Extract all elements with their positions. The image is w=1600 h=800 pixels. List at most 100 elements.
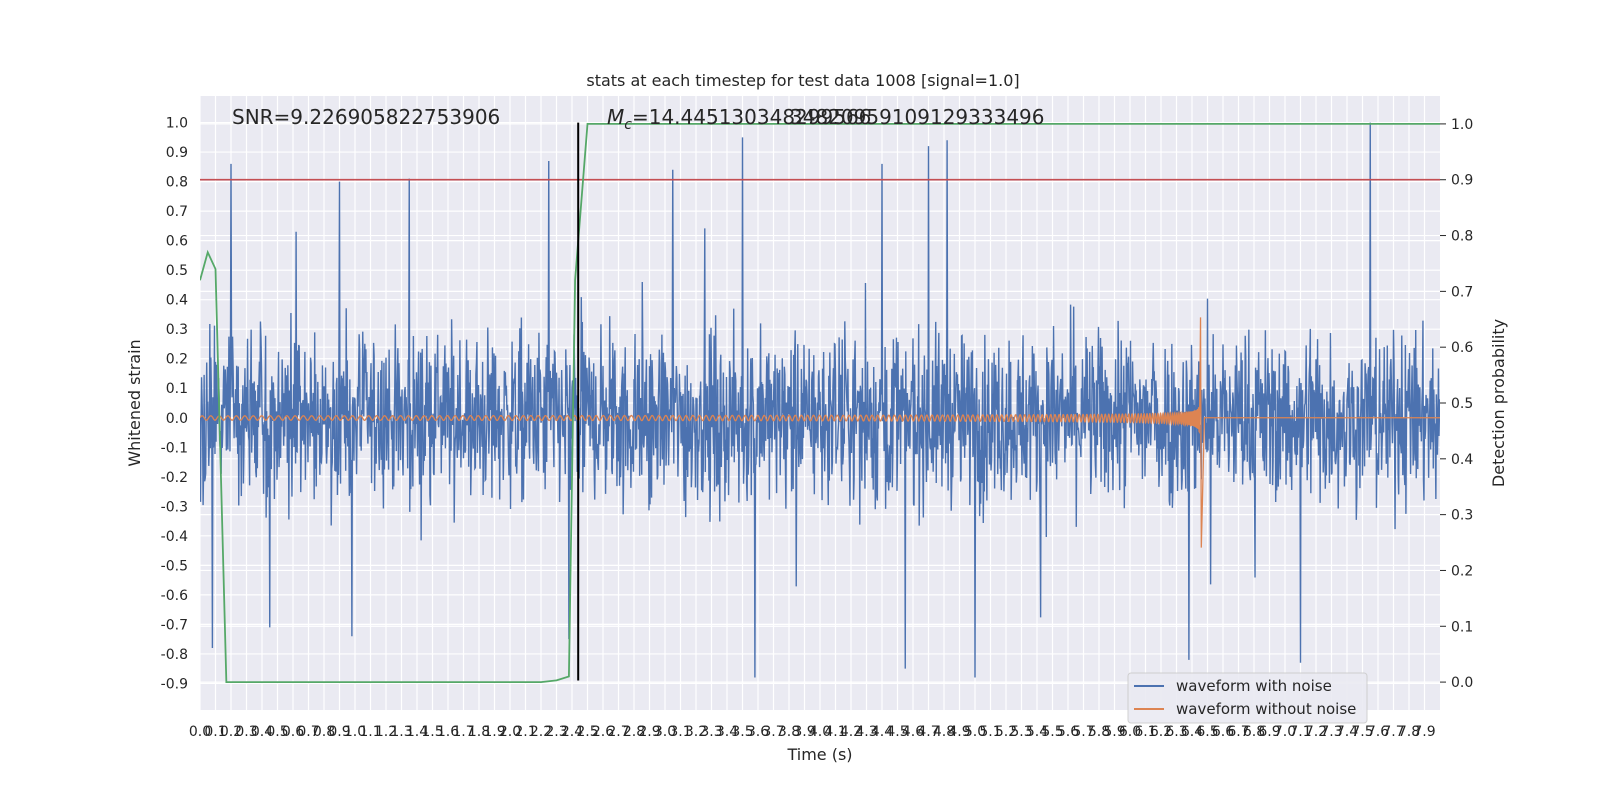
- x-tick-label: 1.7: [452, 724, 474, 740]
- x-tick-label: 7.5: [1351, 724, 1373, 740]
- y-right-tick-label: 0.7: [1451, 284, 1473, 300]
- y-right-axis-ticks: 1.0 0.9 0.8 0.7 0.6 0.5 0.4 0.3 0.2 0.1 0.0: [1440, 117, 1473, 691]
- x-tick-label: 3.2: [685, 724, 707, 740]
- x-tick-label: 6.8: [1243, 724, 1265, 740]
- x-tick-label: 6.1: [1134, 724, 1156, 740]
- x-tick-label: 3.0: [654, 724, 676, 740]
- x-tick-label: 3.3: [700, 724, 722, 740]
- legend-box: [1127, 672, 1368, 724]
- x-tick-label: 2.1: [514, 724, 536, 740]
- x-tick-label: 0.7: [297, 724, 319, 740]
- x-tick-label: 7.7: [1382, 724, 1404, 740]
- x-tick-label: 7.6: [1367, 724, 1389, 740]
- y-left-tick-label: 0.8: [166, 175, 188, 191]
- y-left-tick-label: 0.3: [166, 322, 188, 338]
- x-tick-label: 1.1: [359, 724, 381, 740]
- series-detection-probability: [200, 123, 1440, 683]
- x-tick-label: 5.3: [1010, 724, 1032, 740]
- legend-label-noise: waveform with noise: [1176, 677, 1332, 695]
- x-tick-label: 4.2: [840, 724, 862, 740]
- x-tick-label: 4.9: [948, 724, 970, 740]
- x-tick-label: 7.9: [1413, 724, 1435, 740]
- x-tick-label: 1.8: [468, 724, 490, 740]
- y-left-tick-label: -0.6: [161, 588, 188, 604]
- annotation-overlap-value: 34820959109129333496: [790, 105, 1045, 129]
- x-tick-label: 5.6: [1057, 724, 1079, 740]
- y-right-tick-label: 0.6: [1451, 340, 1473, 356]
- chirp-mass-subscript: c: [624, 117, 632, 133]
- x-tick-label: 6.3: [1165, 724, 1187, 740]
- legend-label-clean: waveform without noise: [1176, 700, 1356, 718]
- x-tick-label: 3.4: [716, 724, 738, 740]
- x-tick-label: 6.0: [1119, 724, 1141, 740]
- series-waveform-with-noise: [200, 122, 1440, 678]
- x-tick-label: 5.4: [1026, 724, 1048, 740]
- chirp-mass-symbol: M: [607, 105, 624, 129]
- y-left-tick-label: -0.7: [161, 617, 188, 633]
- x-tick-label: 5.0: [964, 724, 986, 740]
- y-left-axis-ticks: 1.0 0.9 0.8 0.7 0.6 0.5 0.4 0.3 0.2 0.1 0.0 -0.1 -0.…: [161, 116, 188, 693]
- series-waveform-without-noise: [200, 317, 1440, 548]
- x-tick-label: 5.7: [1072, 724, 1094, 740]
- x-tick-label: 6.6: [1212, 724, 1234, 740]
- x-tick-label: 0.9: [328, 724, 350, 740]
- x-tick-label: 1.4: [406, 724, 428, 740]
- y-left-tick-label: 0.1: [166, 381, 188, 397]
- x-tick-label: 0.6: [282, 724, 304, 740]
- y-right-tick-label: 0.3: [1451, 508, 1473, 524]
- x-tick-label: 2.6: [592, 724, 614, 740]
- x-tick-label: 4.5: [886, 724, 908, 740]
- x-tick-label: 0.4: [251, 724, 273, 740]
- annotation-chirp-mass: Mc=14.445130348299566: [607, 105, 871, 133]
- y-left-tick-label: 0.7: [166, 204, 188, 220]
- y-right-axis-label: Detection probability: [1489, 319, 1508, 487]
- y-left-tick-label: 1.0: [166, 116, 188, 132]
- x-tick-label: 4.0: [809, 724, 831, 740]
- y-left-tick-label: -0.4: [161, 529, 188, 545]
- y-left-axis-label: Whitened strain: [125, 339, 144, 466]
- x-tick-label: 3.1: [669, 724, 691, 740]
- y-left-tick-label: 0.4: [166, 293, 188, 309]
- x-tick-label: 4.7: [917, 724, 939, 740]
- y-left-tick-label: -0.3: [161, 499, 188, 515]
- y-left-tick-label: 0.0: [166, 411, 188, 427]
- x-tick-label: 3.7: [762, 724, 784, 740]
- x-tick-label: 4.4: [871, 724, 893, 740]
- x-tick-label: 1.5: [421, 724, 443, 740]
- x-tick-label: 6.2: [1150, 724, 1172, 740]
- y-right-tick-label: 0.9: [1451, 173, 1473, 189]
- x-tick-label: 6.9: [1258, 724, 1280, 740]
- x-tick-label: 7.1: [1289, 724, 1311, 740]
- x-tick-label: 1.2: [375, 724, 397, 740]
- x-tick-label: 0.2: [220, 724, 242, 740]
- x-tick-label: 4.3: [855, 724, 877, 740]
- x-tick-label: 1.0: [344, 724, 366, 740]
- x-tick-label: 6.7: [1227, 724, 1249, 740]
- y-left-tick-label: -0.2: [161, 470, 188, 486]
- x-tick-label: 2.0: [499, 724, 521, 740]
- x-tick-label: 5.2: [995, 724, 1017, 740]
- x-tick-label: 3.8: [778, 724, 800, 740]
- x-axis-ticks: 0.00.10.20.30.40.50.60.70.80.91.01.11.21…: [189, 724, 1436, 740]
- x-tick-label: 7.4: [1336, 724, 1358, 740]
- y-left-tick-label: -0.1: [161, 440, 188, 456]
- x-tick-label: 5.5: [1041, 724, 1063, 740]
- y-left-tick-label: 0.6: [166, 234, 188, 250]
- y-left-tick-label: 0.5: [166, 263, 188, 279]
- x-tick-label: 2.9: [638, 724, 660, 740]
- x-tick-label: 6.5: [1196, 724, 1218, 740]
- x-tick-label: 1.3: [390, 724, 412, 740]
- x-tick-label: 2.2: [530, 724, 552, 740]
- x-tick-label: 7.0: [1274, 724, 1296, 740]
- y-left-tick-label: -0.9: [161, 676, 188, 692]
- x-tick-label: 5.8: [1088, 724, 1110, 740]
- y-left-tick-label: -0.5: [161, 558, 188, 574]
- x-tick-label: 0.1: [204, 724, 226, 740]
- y-left-tick-label: 0.9: [166, 145, 188, 161]
- x-tick-label: 4.1: [824, 724, 846, 740]
- x-tick-label: 7.8: [1398, 724, 1420, 740]
- x-tick-label: 5.9: [1103, 724, 1125, 740]
- y-right-tick-label: 0.8: [1451, 229, 1473, 245]
- y-right-tick-label: 0.2: [1451, 563, 1473, 579]
